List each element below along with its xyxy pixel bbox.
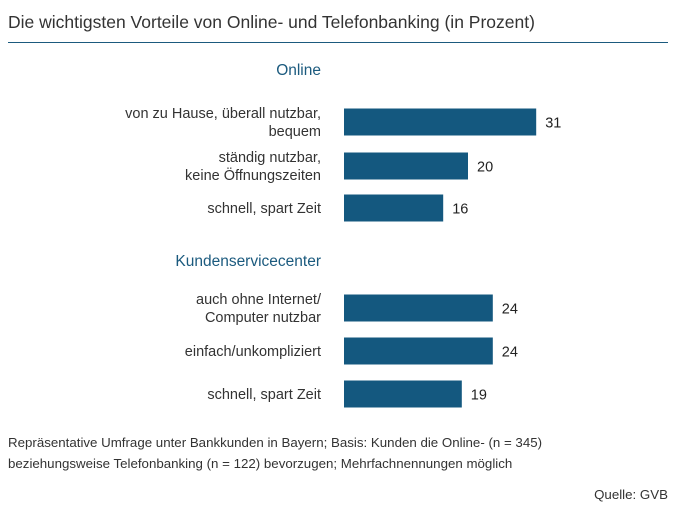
footnote-line-2: beziehungsweise Telefonbanking (n = 122)… [8,456,513,471]
category-label: Computer nutzbar [205,310,321,326]
footnote: Repräsentative Umfrage unter Bankkunden … [8,432,668,474]
group-label: Online [276,62,321,79]
category-label: bequem [269,124,321,140]
value-label: 24 [502,345,518,361]
category-label: auch ohne Internet/ [196,292,322,308]
bar [344,294,493,322]
bar-chart: Online 31 von zu Hause, überall nutzbar, be… [125,62,561,408]
value-label: 31 [545,116,561,132]
footnote-line-1: Repräsentative Umfrage unter Bankkunden … [8,435,543,450]
category-label: einfach/unkompliziert [185,344,321,360]
value-label: 16 [452,202,468,218]
value-label: 20 [477,160,493,176]
category-label: von zu Hause, überall nutzbar, [125,106,321,122]
category-label: keine Öffnungszeiten [185,166,321,184]
bar [344,337,493,365]
title-divider [8,42,668,43]
bar [344,380,462,408]
category-label: ständig nutzbar, [219,150,321,166]
category-label: schnell, spart Zeit [207,201,321,217]
bar [344,152,468,180]
value-label: 24 [502,302,518,318]
group-label: Kundenservicecenter [175,253,321,270]
chart-title: Die wichtigsten Vorteile von Online- und… [8,12,535,32]
bar [344,194,444,222]
value-label: 19 [471,388,487,404]
bar [344,108,537,136]
category-label: schnell, spart Zeit [207,387,321,403]
source-label: Quelle: GVB [594,487,668,502]
